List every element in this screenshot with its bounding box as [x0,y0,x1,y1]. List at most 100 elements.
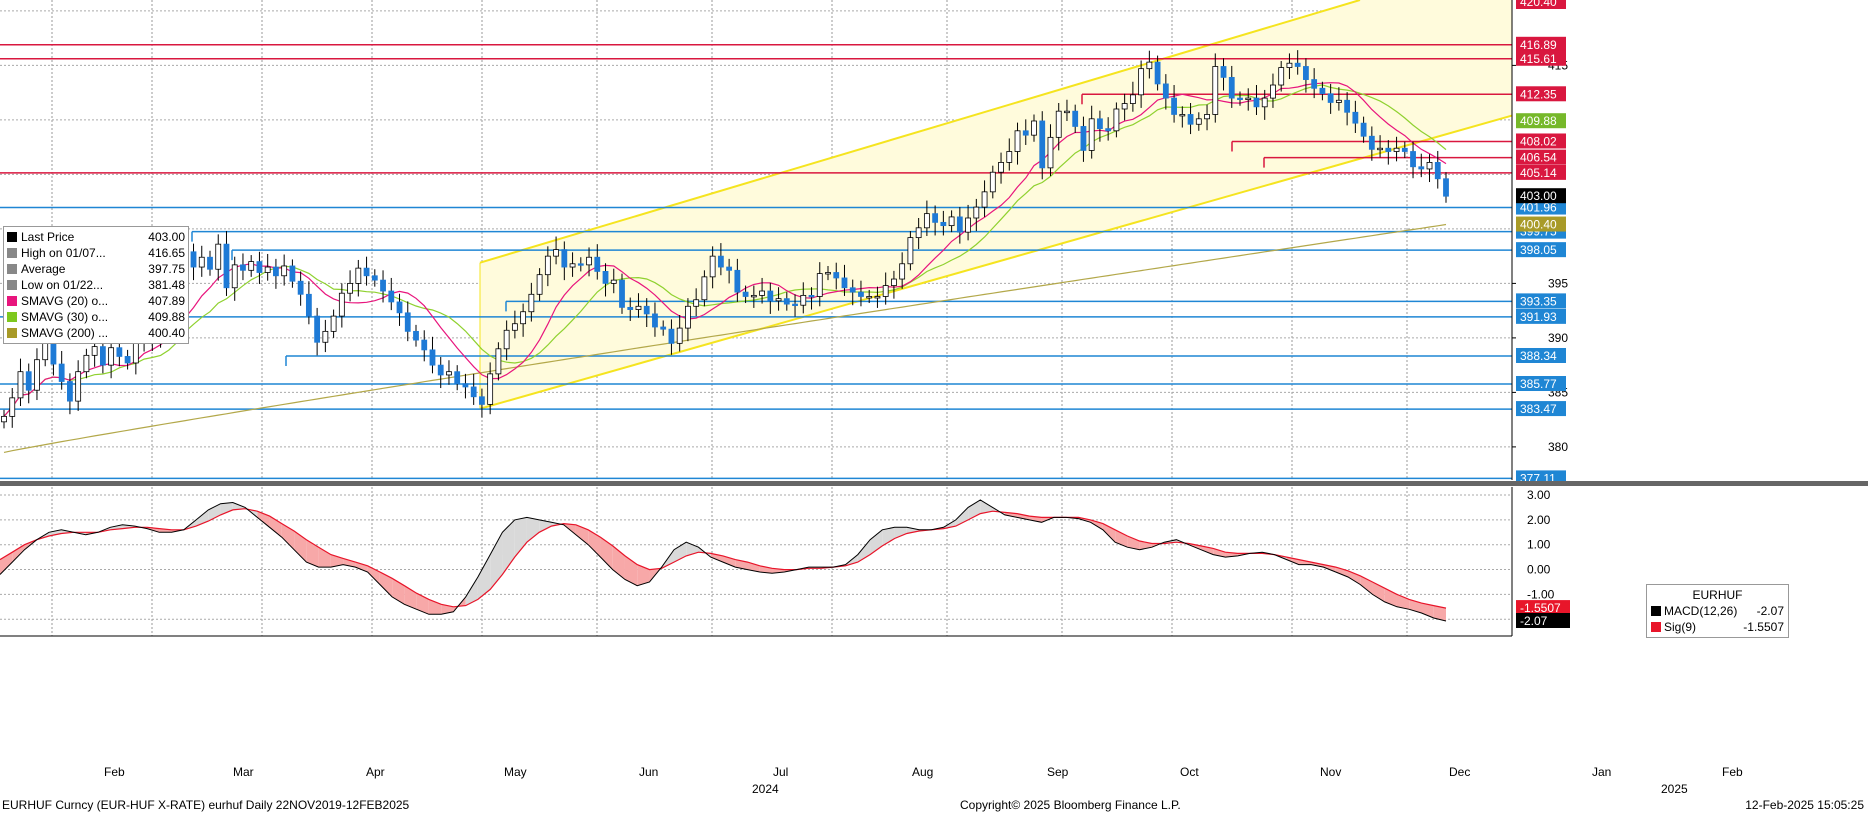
legend-name: SMAVG (20) o... [21,294,109,308]
candle-body [495,348,502,375]
macd-histogram-fill [723,555,736,568]
legend-row: Average 397.75 [7,261,185,277]
candle-body [1121,103,1128,110]
candle-body [322,330,329,343]
candle-body [1039,120,1046,169]
macd-histogram-fill [294,531,307,563]
red-level-tag: 412.35 [1520,87,1557,101]
candle-body [783,298,790,305]
candle-body [338,292,345,317]
candle-body [198,256,205,268]
blue-level-tag-bg [1516,376,1566,392]
macd-histogram-fill [1347,570,1361,585]
macd-histogram-fill [281,523,295,550]
candle-body [833,272,840,279]
candle-body [1303,66,1309,80]
blue-level-tag: 385.77 [1520,377,1557,391]
candle-body [479,396,485,405]
legend-name: Last Price [21,230,75,244]
macd-value-tag: -1.5507 [1520,601,1561,615]
macd-histogram-fill [367,565,380,585]
macd-histogram-fill [588,529,601,558]
candle-body [808,294,815,298]
channel-upper-line [479,0,1361,264]
candle-body [25,371,32,391]
candle-body [1261,97,1268,108]
legend-value: 400.40 [148,326,185,340]
macd-legend: EURHUF MACD(12,26) -2.07 Sig(9) -1.5507 [1646,584,1789,638]
candle-body [1162,83,1169,99]
month-label: Feb [104,765,125,779]
candle-body [454,371,461,385]
blue-level-tag: 401.96 [1520,201,1557,215]
year-label: 2024 [752,782,779,796]
candle-body [528,293,535,313]
candle-body [1327,93,1334,103]
candle-body [1311,79,1318,89]
candle-body [775,298,782,302]
legend-swatch [7,264,17,274]
macd-histogram-fill [465,577,478,606]
macd-legend-title: EURHUF [1692,588,1743,602]
candle-body [742,291,749,297]
candle-body [520,311,527,325]
candle-body [610,279,617,284]
candle-body [602,271,609,284]
legend-value: 416.65 [148,246,185,260]
footer-timestamp: 12-Feb-2025 15:05:25 [1745,798,1864,812]
candle-body [1385,147,1392,152]
candle-body [907,237,914,265]
macd-histogram-fill [980,499,993,514]
signal-line [0,508,1447,609]
candle-body [355,267,362,284]
candle-body [1195,118,1202,125]
candle-body [91,346,98,356]
candle-body [231,264,238,289]
legend-value: 407.89 [148,294,185,308]
candle-body [34,359,40,391]
candle-body [849,287,856,293]
candle-body [536,274,543,295]
candle-body [1105,128,1112,132]
value-tag: 400.40 [1520,218,1557,232]
candle-body [750,294,757,298]
candle-body [470,386,477,398]
macd-histogram-fill [269,516,282,538]
candle-body [882,285,889,297]
channel-lower-line [479,114,1513,410]
candle-body [1080,126,1087,151]
month-label: Jun [639,765,658,779]
red-level-tag: 415.61 [1520,52,1557,66]
candle-body [652,313,658,328]
macd-axis-tick: -1.00 [1527,587,1555,601]
candle-body [1212,66,1219,115]
macd-histogram-fill [220,502,233,515]
candle-body [1138,68,1145,96]
candle-body [207,256,213,270]
candle-body [956,216,963,233]
candle-body [1286,62,1293,68]
candle-body [1319,87,1326,95]
candle-body [1228,76,1235,99]
candle-body [1072,110,1079,127]
month-label: Aug [912,765,933,779]
legend-row: High on 01/07... 416.65 [7,245,185,261]
macd-histogram-fill [428,599,442,615]
candle-body [1031,120,1037,136]
legend-swatch [7,248,17,258]
candle-body [462,383,469,388]
macd-histogram-fill [870,529,883,555]
candle-body [1253,97,1260,108]
macd-histogram-fill [12,544,25,563]
macd-histogram-fill [49,529,62,537]
candle-body [429,349,436,366]
year-label: 2025 [1661,782,1688,796]
month-label: Sep [1047,765,1069,779]
macd-histogram-fill [906,527,920,534]
macd-histogram-fill [1115,529,1128,548]
candle-body [965,217,971,233]
candle-body [75,371,82,402]
price-axis-tick: 395 [1548,276,1568,290]
candle-body [215,243,222,270]
month-label: May [504,765,527,779]
